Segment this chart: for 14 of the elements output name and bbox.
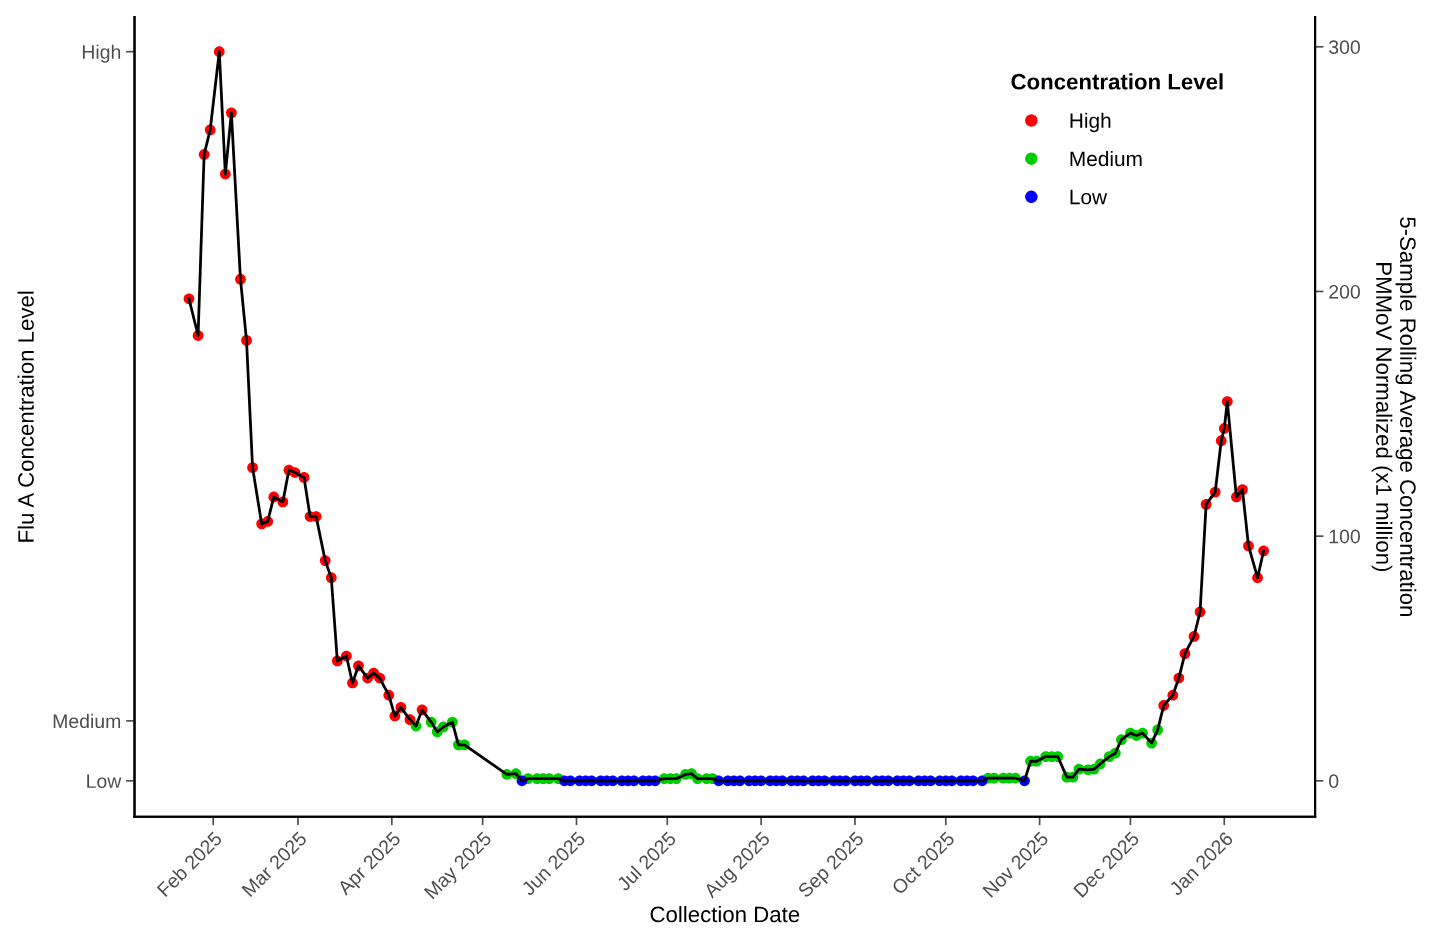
legend-label: Medium [1070,150,1142,167]
ref-line-label: High [82,44,121,63]
y-tick-label: 300 [1329,40,1360,55]
ref-line-label: Low [87,774,122,789]
y-tick-label: 100 [1329,529,1360,544]
ref-line-label: Medium [53,713,121,729]
y-tick-label: 0 [1329,774,1339,789]
legend-title: Concentration Level [1011,73,1223,90]
y2-axis-title: Flu A Concentration Level [17,291,34,542]
legend-label: Low [1070,189,1108,205]
x-axis-title: Collection Date [650,905,800,923]
y-axis-title: 5-Sample Rolling Average Concentration PMMoV Normalized (x1 million) [1371,217,1417,616]
legend-label: High [1070,112,1111,133]
y-tick-label: 200 [1329,284,1360,299]
